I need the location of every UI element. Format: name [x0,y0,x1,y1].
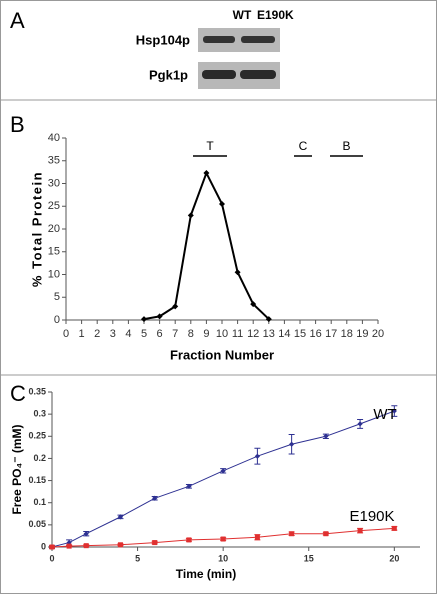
series-label: WT [373,406,396,423]
x-tick-label: 13 [263,328,275,340]
panel-label: C [10,381,26,406]
point [152,495,158,501]
x-tick-label: 7 [172,328,178,340]
point [250,301,257,308]
y-tick-label: 0.1 [33,497,46,507]
x-tick-label: 10 [218,553,228,563]
x-tick-label: 0 [49,553,54,563]
x-tick-label: 3 [110,328,116,340]
band [240,70,276,79]
point [323,433,329,439]
point [254,453,260,459]
x-tick-label: 17 [325,328,337,340]
x-tick-label: 9 [203,328,209,340]
band [203,36,235,43]
x-tick-label: 1 [79,328,85,340]
row-label: Hsp104p [136,32,190,47]
point [357,421,363,427]
point [265,316,272,323]
series-label: E190K [349,508,394,525]
y-tick-label: 0.05 [28,519,46,529]
annotation: B [342,139,350,153]
line [51,527,395,548]
y-tick-label: 5 [54,291,60,303]
x-tick-label: 10 [216,328,228,340]
point [219,200,225,207]
y-tick-label: 0 [41,541,46,551]
band [202,70,236,79]
point [187,212,194,219]
point [357,528,363,534]
point [49,544,55,550]
x-tick-label: 14 [278,328,290,340]
point [186,483,192,489]
x-tick-label: 20 [389,553,399,563]
point [289,531,295,537]
lane-label: WT [233,8,252,22]
y-axis-label: Free PO₄⁻ (mM) [10,424,24,514]
y-tick-label: 0.3 [33,409,46,419]
lane-label: E190K [257,8,294,22]
point [234,269,241,276]
point [323,531,329,537]
annotation: C [299,139,308,153]
point [391,408,397,414]
x-tick-label: 12 [247,328,259,340]
point [66,543,72,549]
x-tick-label: 20 [372,328,384,340]
y-tick-label: 0.35 [28,386,46,396]
x-tick-label: 11 [232,328,243,340]
x-tick-label: 15 [294,328,306,340]
point [220,536,226,542]
x-tick-label: 2 [94,328,100,340]
x-tick-label: 6 [157,328,163,340]
panel-label: B [10,112,25,137]
x-axis-label: Time (min) [176,567,236,581]
point [83,543,89,549]
y-tick-label: 20 [48,223,60,235]
point [66,539,72,546]
panel-label: A [10,8,25,33]
point [186,537,192,543]
x-tick-label: 5 [135,553,140,563]
point [203,170,210,177]
x-tick-label: 8 [188,328,194,340]
y-tick-label: 10 [48,268,60,280]
x-tick-label: 15 [304,553,314,563]
x-axis-label: Fraction Number [170,347,274,362]
point [117,514,124,520]
y-tick-label: 25 [48,200,60,212]
point [172,303,179,310]
point [117,542,123,548]
y-tick-label: 30 [48,177,60,189]
x-tick-label: 4 [125,328,131,340]
x-tick-label: 18 [341,328,353,340]
point [289,441,295,447]
point [156,313,163,320]
y-tick-label: 40 [48,132,60,144]
y-axis-label: % Total Protein [29,171,44,287]
line [51,410,395,548]
x-tick-label: 19 [356,328,368,340]
y-tick-label: 0 [54,314,60,326]
x-tick-label: 5 [141,328,147,340]
point [220,468,226,474]
point [152,540,158,546]
point [254,534,260,540]
row-label: Pgk1p [149,67,188,82]
annotation: T [206,139,214,153]
x-tick-label: 0 [63,328,69,340]
point [83,531,89,537]
x-tick-label: 16 [309,328,321,340]
y-tick-label: 0.2 [33,453,46,463]
point [141,316,147,323]
y-tick-label: 0.15 [28,475,46,485]
band [241,36,275,43]
y-tick-label: 15 [48,246,60,258]
y-tick-label: 35 [48,155,60,167]
y-tick-label: 0.25 [28,431,46,441]
point [391,525,397,531]
